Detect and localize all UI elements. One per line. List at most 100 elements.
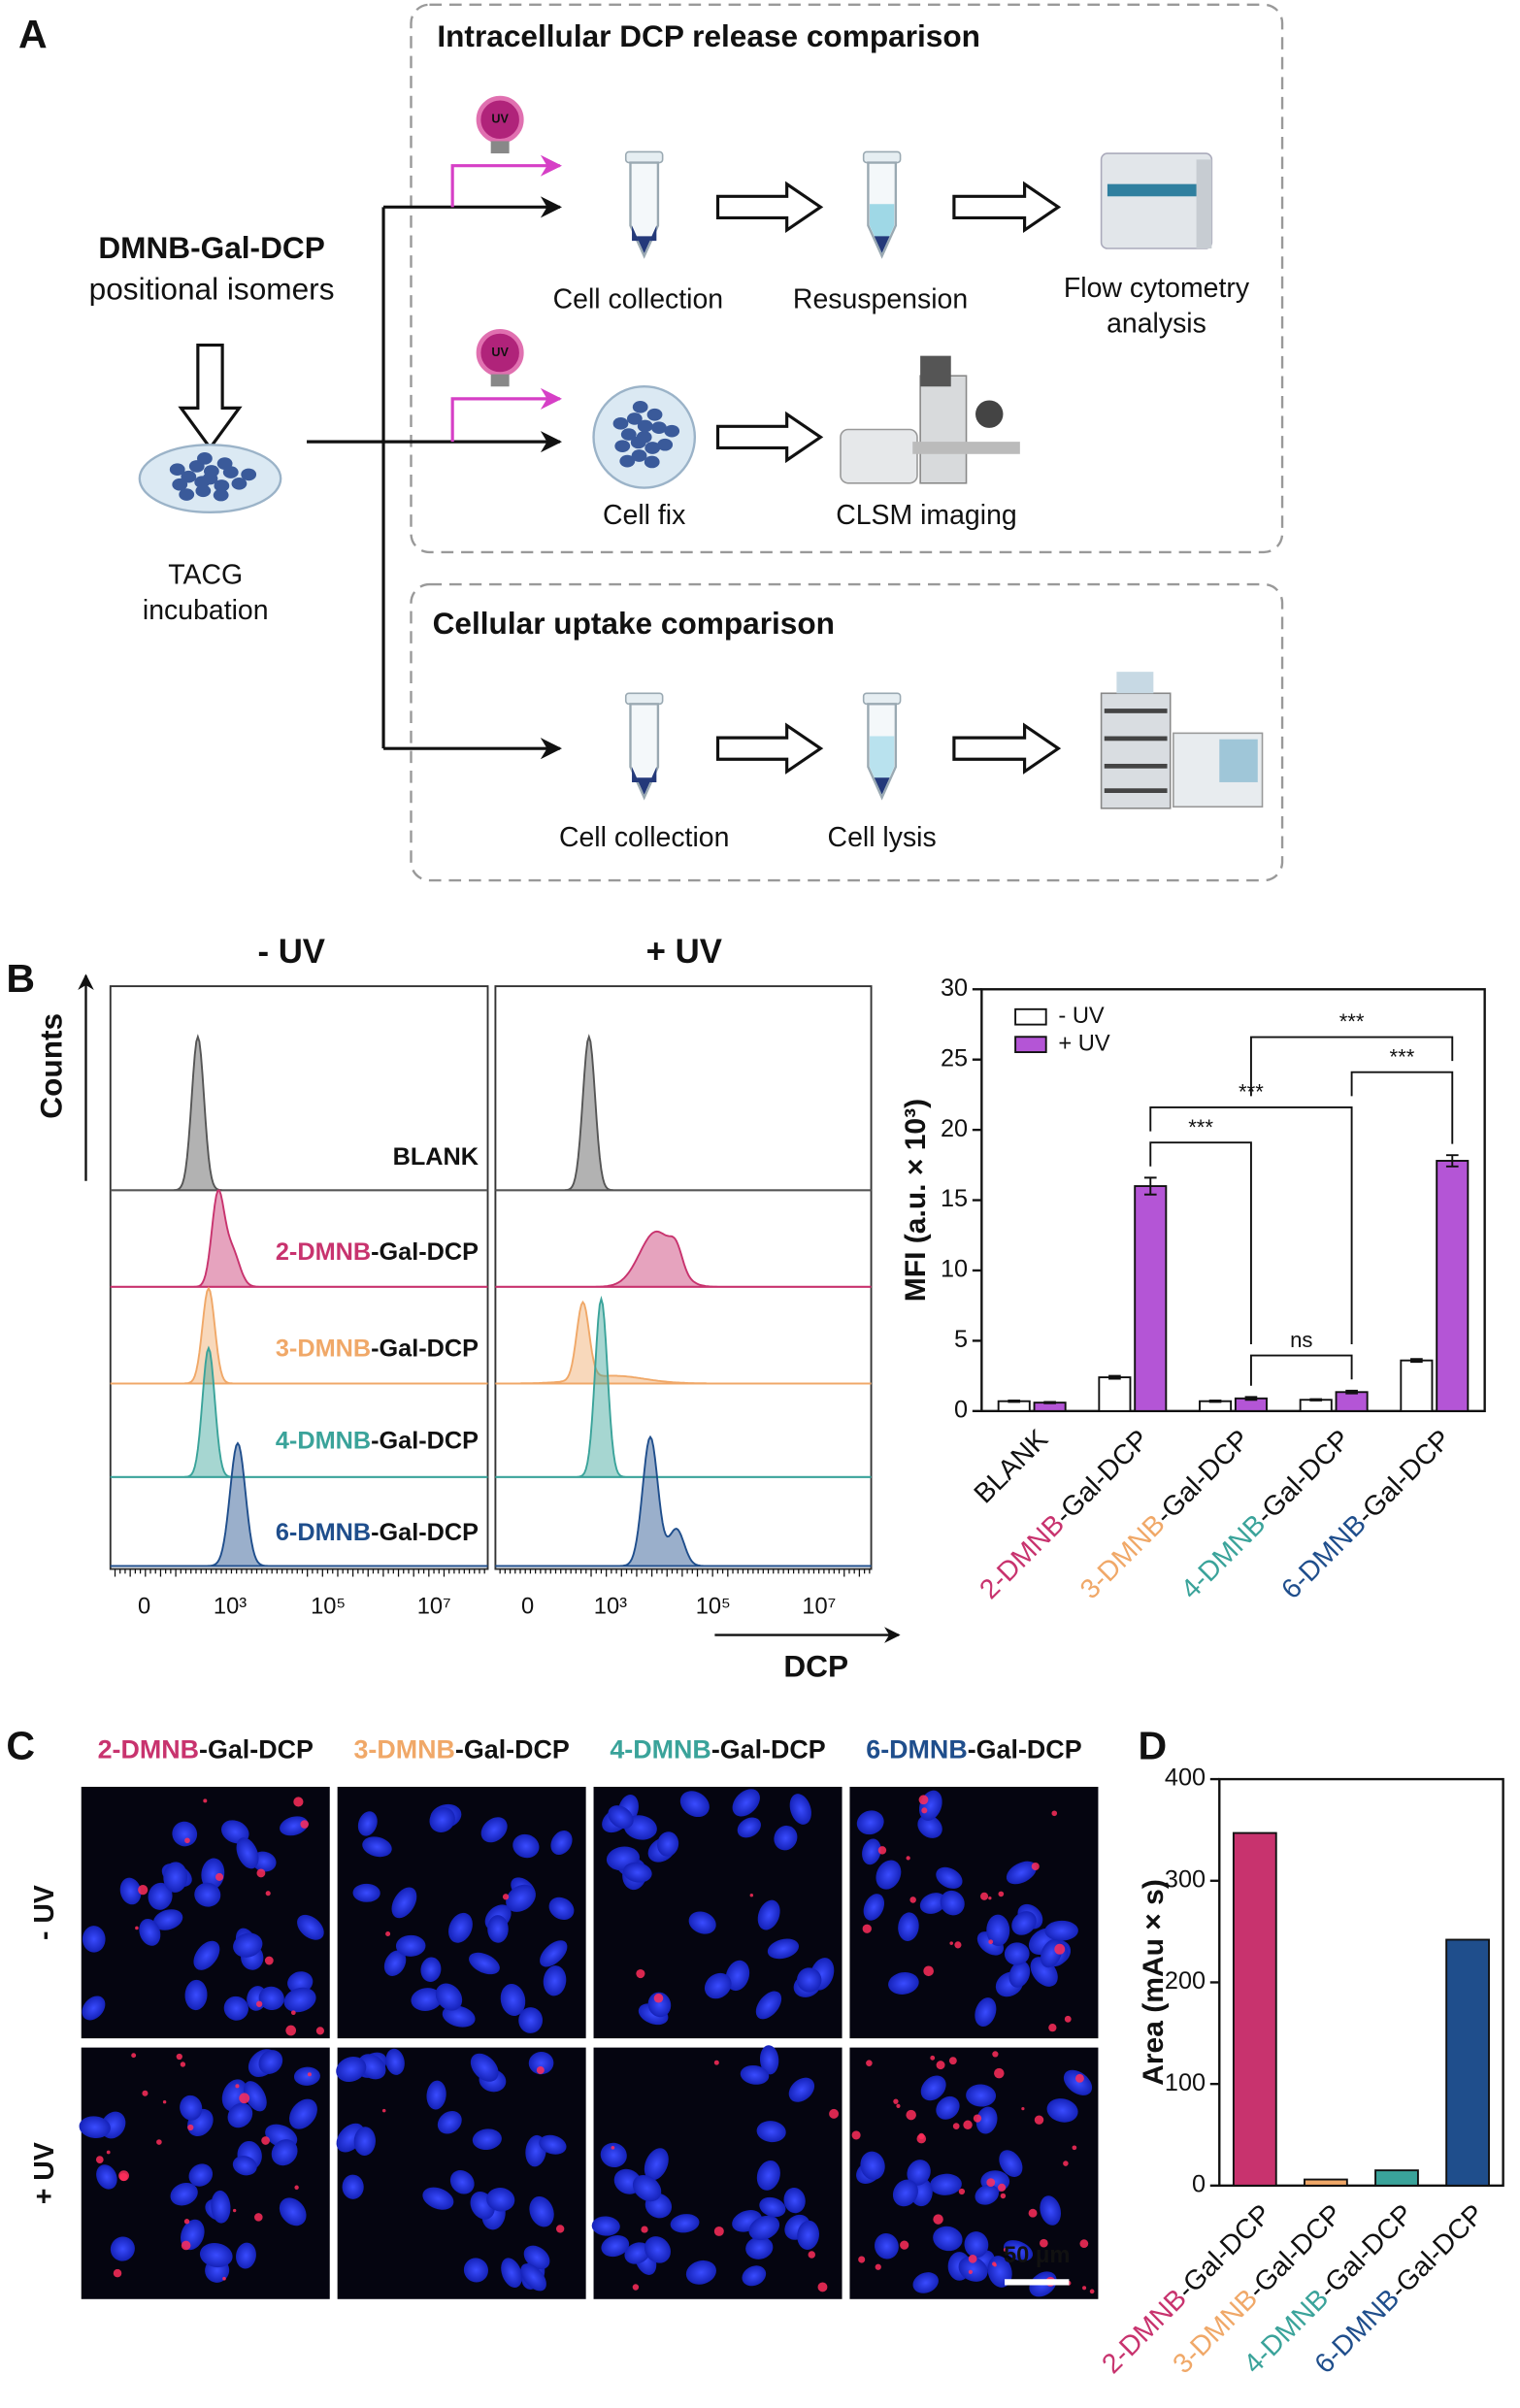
nucleus — [759, 2196, 786, 2218]
error-bar — [1410, 1358, 1423, 1364]
bar — [1335, 1391, 1369, 1412]
dcp-signal — [254, 2213, 263, 2222]
cell-icon — [197, 452, 213, 465]
cell-icon — [620, 428, 637, 441]
column-label: 3-DMNB-Gal-DCP — [353, 1735, 569, 1765]
dcp-signal — [232, 2208, 237, 2213]
dcp-signal — [176, 2053, 182, 2061]
histogram — [110, 1286, 488, 1385]
dcp-signal — [918, 1795, 929, 1805]
dcp-signal — [300, 1820, 310, 1829]
legend-label: - UV — [1058, 1004, 1105, 1029]
histogram — [495, 1295, 872, 1478]
nucleus — [755, 1991, 782, 2020]
nucleus — [898, 1912, 919, 1941]
dcp-signal — [1089, 2289, 1095, 2294]
micrograph — [79, 2047, 330, 2299]
flow-cytometer-side — [1196, 159, 1212, 249]
tube-cap — [862, 692, 902, 706]
y-tick-label: 200 — [1165, 1967, 1206, 1995]
sample-label: BLANK — [393, 1143, 479, 1171]
nucleus — [756, 2121, 786, 2143]
histogram — [495, 1300, 872, 1385]
dcp-signal — [307, 2072, 312, 2077]
significance-label: ns — [1290, 1328, 1312, 1352]
cell-icon — [172, 478, 188, 491]
nucleus — [907, 2160, 931, 2186]
microscope-stage — [912, 442, 1020, 454]
nucleus — [236, 1837, 259, 1869]
axis-label: Area (mAu × s) — [1138, 1879, 1170, 2086]
nucleus — [1004, 2240, 1034, 2261]
uv-arrow — [450, 154, 562, 208]
tube-cap — [624, 692, 664, 706]
uv-bulb — [476, 328, 524, 377]
nucleus — [391, 1887, 417, 1919]
nucleus — [297, 1914, 324, 1940]
microscope-eyepiece — [975, 400, 1004, 428]
legend-label: + UV — [1058, 1031, 1110, 1056]
dcp-signal — [113, 2268, 122, 2278]
label-prefix: 4-DMNB — [610, 1735, 710, 1765]
column-label: 2-DMNB-Gal-DCP — [98, 1735, 314, 1765]
step-label: analysis — [1107, 309, 1206, 340]
nucleus — [1004, 1942, 1030, 1965]
nucleus — [919, 1893, 947, 1914]
y-tick-label: 100 — [1165, 2069, 1206, 2096]
dcp-signal — [1072, 2145, 1077, 2151]
nucleus — [936, 2095, 960, 2120]
dcp-signal — [948, 2057, 957, 2065]
sample-label: 4-DMNB-Gal-DCP — [276, 1427, 479, 1454]
y-tick-label: 15 — [941, 1185, 968, 1212]
nucleus — [789, 1794, 811, 1825]
cell-icon — [632, 401, 648, 413]
nucleus — [529, 2195, 554, 2227]
nucleus — [975, 2184, 1000, 2205]
nucleus — [487, 1915, 509, 1943]
nucleus — [342, 2174, 364, 2199]
dcp-signal — [713, 2226, 724, 2236]
nucleus — [289, 2098, 317, 2129]
nucleus — [385, 2048, 405, 2075]
nucleus — [293, 2066, 320, 2086]
cell-icon — [214, 479, 230, 492]
nucleus — [463, 2258, 489, 2283]
dcp-signal — [963, 2120, 973, 2129]
hplc-pc — [1219, 739, 1258, 782]
dcp-signal — [893, 2098, 899, 2104]
nucleus — [435, 1983, 463, 2011]
dcp-signal — [921, 1807, 928, 1814]
nucleus — [280, 1816, 309, 1836]
nucleus — [1046, 2098, 1078, 2123]
hplc-bottles — [1116, 672, 1154, 694]
step-label: TACG — [168, 560, 243, 591]
nucleus — [486, 2188, 515, 2212]
compound-name: DMNB-Gal-DCP — [98, 230, 324, 265]
significance-bracket — [1149, 1105, 1353, 1345]
hollow-arrow — [715, 722, 824, 775]
nucleus — [523, 2245, 550, 2270]
nucleus — [395, 1934, 426, 1957]
uv-text: UV — [491, 346, 509, 359]
dcp-signal — [858, 2256, 866, 2263]
label-suffix: -Gal-DCP — [1048, 1424, 1155, 1531]
nucleus — [539, 2134, 567, 2155]
cell-icon — [626, 412, 643, 425]
nucleus — [774, 1825, 798, 1851]
dcp-signal — [968, 2269, 974, 2274]
nucleus — [352, 1883, 380, 1902]
nucleus — [223, 1996, 248, 2021]
y-tick-label: 400 — [1165, 1765, 1206, 1792]
nucleus — [506, 1884, 536, 1912]
cell-icon — [619, 454, 636, 468]
label-prefix: 3-DMNB — [353, 1735, 454, 1765]
nucleus — [704, 1972, 732, 1999]
nucleus — [148, 1882, 173, 1910]
dcp-signal — [653, 1993, 664, 2003]
nucleus — [279, 2197, 307, 2227]
uv-text: UV — [491, 113, 509, 126]
nucleus — [188, 2163, 214, 2187]
flow-cytometer-panel — [1107, 183, 1206, 197]
nucleus — [632, 2174, 662, 2202]
